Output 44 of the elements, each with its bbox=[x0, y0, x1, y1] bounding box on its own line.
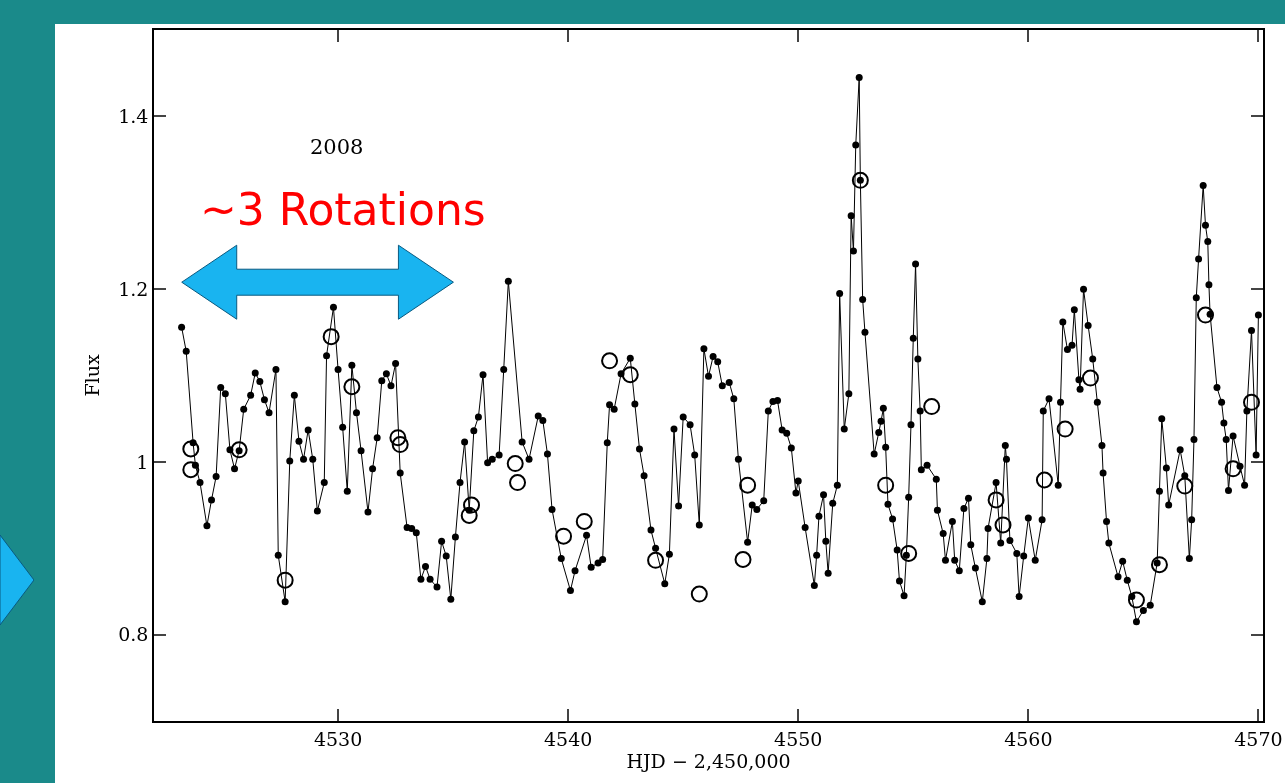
point bbox=[739, 476, 757, 494]
x-tick-label: 4570 bbox=[1234, 727, 1283, 750]
point bbox=[1176, 477, 1194, 495]
annotation: 2008 bbox=[310, 135, 364, 159]
point bbox=[1056, 420, 1074, 438]
y-tick-label: 1 bbox=[136, 450, 149, 473]
x-axis-title: HJD − 2,450,000 bbox=[626, 749, 791, 772]
point bbox=[555, 527, 573, 545]
y-tick-label: 1.2 bbox=[118, 277, 149, 300]
point bbox=[647, 551, 665, 569]
point bbox=[1224, 460, 1242, 478]
point bbox=[690, 585, 708, 603]
point bbox=[987, 491, 1005, 509]
point bbox=[182, 461, 200, 479]
point bbox=[322, 328, 340, 346]
point bbox=[601, 352, 619, 370]
annotation: ~3 Rotations bbox=[200, 184, 486, 235]
point bbox=[575, 512, 593, 530]
point bbox=[276, 571, 294, 589]
point bbox=[877, 476, 895, 494]
point bbox=[900, 544, 918, 562]
point bbox=[343, 378, 361, 396]
point bbox=[923, 398, 941, 416]
point bbox=[1127, 591, 1145, 609]
y-tick-label: 1.4 bbox=[118, 105, 149, 128]
point bbox=[463, 496, 481, 514]
point bbox=[506, 455, 524, 473]
y-tick-label: 0.8 bbox=[118, 623, 149, 646]
point bbox=[391, 436, 409, 454]
y-axis-title: Flux bbox=[80, 354, 103, 397]
point bbox=[1081, 369, 1099, 387]
point bbox=[182, 440, 200, 458]
point bbox=[734, 550, 752, 568]
point bbox=[1150, 556, 1168, 574]
x-tick-label: 4530 bbox=[313, 727, 363, 750]
point bbox=[460, 506, 478, 524]
point bbox=[1035, 471, 1053, 489]
point bbox=[994, 516, 1012, 534]
point bbox=[389, 429, 407, 447]
x-tick-label: 4550 bbox=[774, 727, 823, 750]
x-tick-label: 4560 bbox=[1004, 727, 1053, 750]
point bbox=[509, 474, 527, 492]
x-tick-label: 4540 bbox=[543, 727, 593, 750]
point bbox=[1196, 306, 1214, 324]
